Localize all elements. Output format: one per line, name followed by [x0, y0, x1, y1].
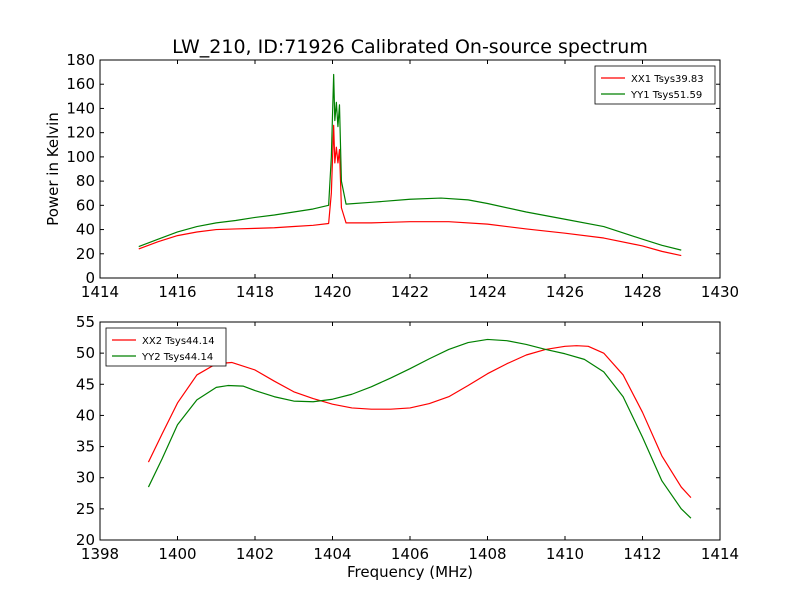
x-tick-label: 1414	[701, 545, 739, 563]
y-tick-label: 40	[76, 406, 95, 424]
y-tick-label: 80	[76, 172, 95, 190]
x-tick-label: 1398	[81, 545, 119, 563]
x-tick-label: 1412	[623, 545, 661, 563]
x-tick-label: 1406	[391, 545, 429, 563]
legend-label-xx1-tsys39-83: XX1 Tsys39.83	[631, 74, 704, 85]
y-tick-label: 50	[76, 344, 95, 362]
legend-box	[105, 327, 227, 367]
x-tick-label: 1426	[546, 283, 584, 301]
y-tick-label: 120	[66, 124, 95, 142]
chart-title: LW_210, ID:71926 Calibrated On-source sp…	[172, 36, 648, 58]
x-tick-label: 1410	[546, 545, 584, 563]
subplot-2: 1398 1400 1402 1404 1406 1408 1410 1412 1414 20 25…	[76, 313, 739, 581]
y-tick-label: 20	[76, 245, 95, 263]
subplot-1: 1414 1416 1418 1420 1422 1424 1426 1428 1430 0 20 4…	[44, 51, 739, 301]
legend-label-xx2-tsys44-14: XX2 Tsys44.14	[142, 336, 215, 347]
x-tick-label: 1428	[623, 283, 661, 301]
x-tick-label: 1430	[701, 283, 739, 301]
y-axis-label: Power in Kelvin	[44, 112, 62, 226]
y-tick-label: 30	[76, 469, 95, 487]
y-tick-label: 180	[66, 51, 95, 69]
series-line-xx2-tsys44-14	[147, 345, 692, 499]
legend-label-yy1-tsys51-59: YY1 Tsys51.59	[630, 90, 702, 101]
legend-box	[594, 65, 716, 105]
y-tick-label: 40	[76, 221, 95, 239]
y-tick-label: 45	[76, 375, 95, 393]
y-tick-label: 60	[76, 196, 95, 214]
x-tick-label: 1418	[236, 283, 274, 301]
x-tick-label: 1416	[158, 283, 196, 301]
y-tick-label: 160	[66, 75, 95, 93]
x-tick-label: 1422	[391, 283, 429, 301]
y-tick-label: 25	[76, 500, 95, 518]
x-tick-label: 1404	[313, 545, 351, 563]
y-tick-label: 35	[76, 438, 95, 456]
y-tick-label: 55	[76, 313, 95, 331]
legend: XX2 Tsys44.14 YY2 Tsys44.14	[105, 327, 227, 367]
legend-label-yy2-tsys44-14: YY2 Tsys44.14	[141, 352, 213, 363]
x-tick-label: 1414	[81, 283, 119, 301]
y-tick-label: 20	[76, 531, 95, 549]
y-tick-label: 0	[85, 269, 95, 287]
x-tick-label: 1420	[313, 283, 351, 301]
x-tick-label: 1400	[158, 545, 196, 563]
x-tick-label: 1402	[236, 545, 274, 563]
legend: XX1 Tsys39.83 YY1 Tsys51.59	[594, 65, 716, 105]
axes-group: 1414 1416 1418 1420 1422 1424 1426 1428 1430 0 20 4…	[44, 51, 739, 581]
y-tick-label: 100	[66, 148, 95, 166]
series-line-yy2-tsys44-14	[147, 338, 692, 519]
series-line-xx1-tsys39-83	[138, 124, 682, 257]
x-tick-label: 1408	[468, 545, 506, 563]
x-axis-label: Frequency (MHz)	[347, 563, 473, 581]
x-tick-label: 1424	[468, 283, 506, 301]
series-line-yy1-tsys51-59	[138, 73, 682, 251]
y-tick-label: 140	[66, 99, 95, 117]
